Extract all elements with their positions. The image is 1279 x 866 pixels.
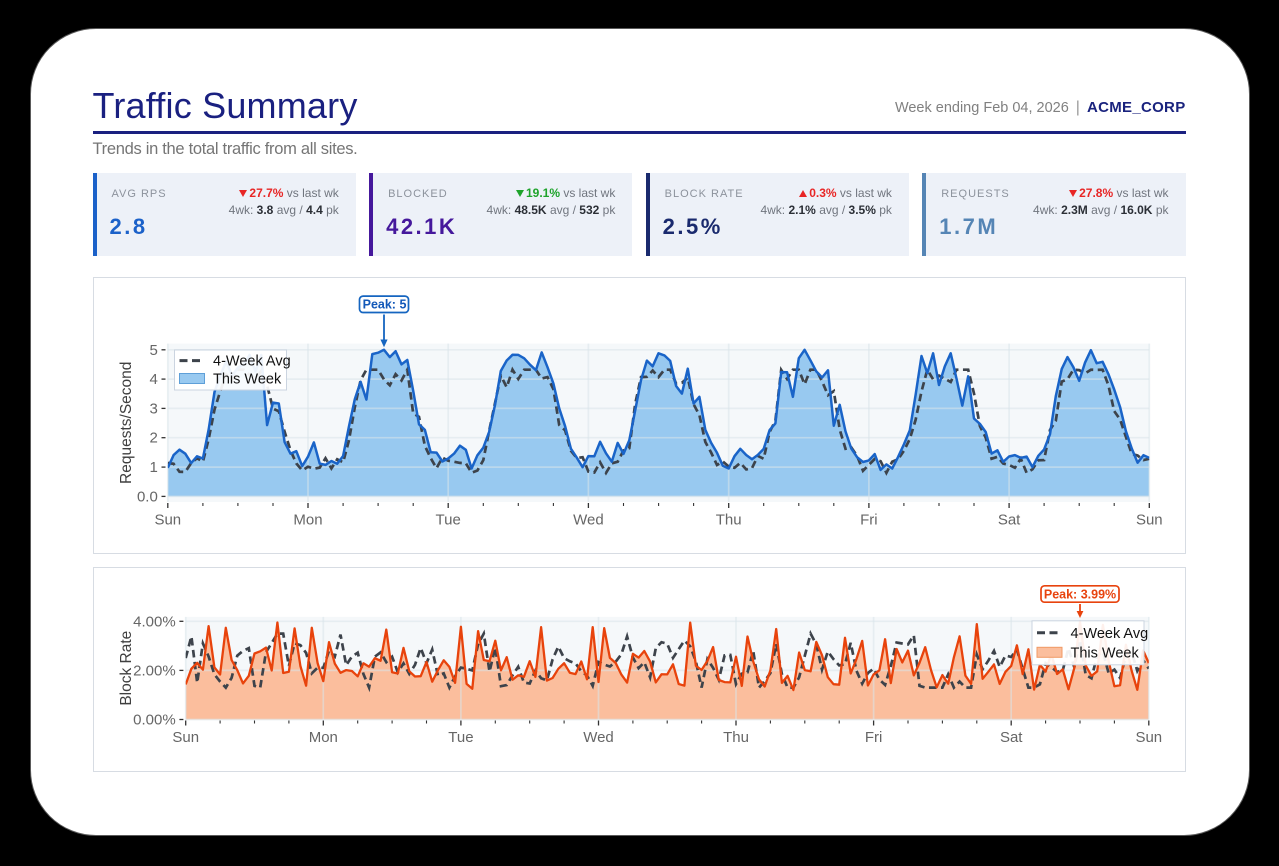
svg-text:3: 3 <box>149 400 157 417</box>
svg-text:Sat: Sat <box>999 729 1022 746</box>
svg-text:Wed: Wed <box>573 511 604 528</box>
svg-text:Tue: Tue <box>435 511 460 528</box>
svg-text:Mon: Mon <box>293 511 322 528</box>
svg-text:Mon: Mon <box>308 729 337 746</box>
svg-text:5: 5 <box>149 341 157 358</box>
svg-text:Sun: Sun <box>1135 729 1162 746</box>
svg-text:Tue: Tue <box>448 729 473 746</box>
svg-text:Thu: Thu <box>723 729 749 746</box>
svg-text:4.00%: 4.00% <box>133 613 176 630</box>
svg-text:2.00%: 2.00% <box>133 662 176 679</box>
svg-text:This Week: This Week <box>1070 645 1139 661</box>
svg-text:Thu: Thu <box>715 511 741 528</box>
svg-text:4-Week Avg: 4-Week Avg <box>1070 626 1148 642</box>
svg-text:This Week: This Week <box>213 371 282 387</box>
svg-text:Fri: Fri <box>864 729 882 746</box>
svg-text:Fri: Fri <box>860 511 878 528</box>
svg-text:Sun: Sun <box>154 511 181 528</box>
svg-text:Sat: Sat <box>997 511 1020 528</box>
svg-text:Sun: Sun <box>172 729 199 746</box>
svg-text:0.0: 0.0 <box>136 488 157 505</box>
svg-text:Peak: 5: Peak: 5 <box>362 297 406 311</box>
svg-text:2: 2 <box>149 429 157 446</box>
svg-text:0.00%: 0.00% <box>133 712 176 729</box>
svg-text:Requests/Second: Requests/Second <box>118 361 135 483</box>
svg-text:4: 4 <box>149 371 157 388</box>
svg-text:Wed: Wed <box>583 729 614 746</box>
svg-text:Block Rate: Block Rate <box>118 631 135 706</box>
svg-text:Sun: Sun <box>1135 511 1162 528</box>
svg-text:1: 1 <box>149 459 157 476</box>
svg-text:Peak: 3.99%: Peak: 3.99% <box>1043 587 1115 601</box>
svg-text:4-Week Avg: 4-Week Avg <box>213 353 291 369</box>
